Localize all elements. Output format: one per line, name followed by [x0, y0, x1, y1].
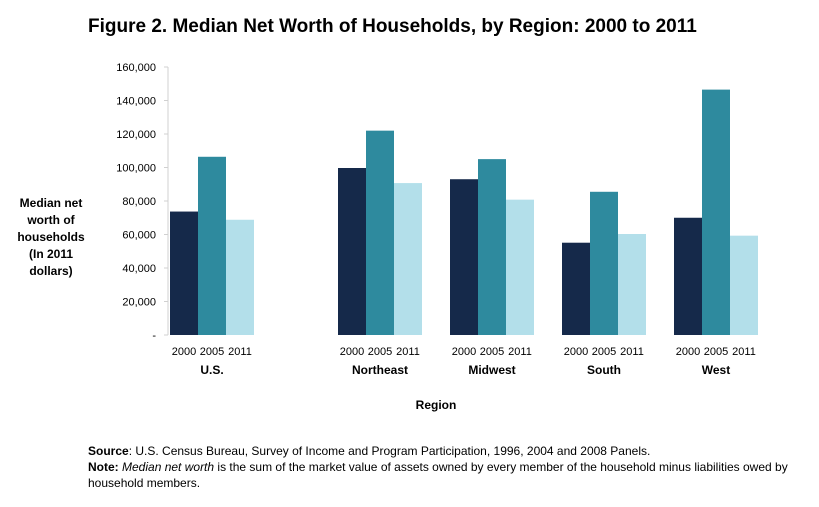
bar-2011: [730, 235, 758, 335]
note-term: Median net worth: [122, 460, 215, 474]
bar-2005: [478, 159, 506, 335]
y-tick-label: 160,000: [116, 62, 156, 74]
x-tick-label-year: 2000: [564, 346, 588, 358]
x-tick-label-year: 2011: [620, 346, 644, 358]
bar-2000: [562, 242, 590, 335]
y-tick-label: 120,000: [116, 129, 156, 141]
x-tick-label-year: 2005: [368, 346, 392, 358]
definition-note: Note: Median net worth is the sum of the…: [88, 459, 808, 491]
x-tick-label-year: 2005: [704, 346, 728, 358]
y-tick-label: -: [152, 330, 156, 342]
y-axis-label-line: (In 2011: [28, 247, 74, 261]
x-tick-label-year: 2000: [340, 346, 364, 358]
x-tick-label-year: 2000: [676, 346, 700, 358]
source-text: : U.S. Census Bureau, Survey of Income a…: [128, 444, 651, 458]
y-axis-label-line: Median net: [19, 196, 83, 210]
y-tick-label: 140,000: [116, 96, 156, 108]
source-note: Source: U.S. Census Bureau, Survey of In…: [88, 443, 808, 459]
source-label: Source: [88, 444, 129, 458]
y-tick-label: 100,000: [116, 163, 156, 175]
bar-2000: [674, 217, 702, 335]
bar-2011: [506, 199, 534, 335]
y-tick-label: 40,000: [122, 263, 156, 275]
bar-chart: - 20,000 40,000 60,000 80,000 100,000 120,000 1…: [116, 62, 758, 377]
bar-2000: [170, 211, 198, 335]
x-tick-label-year: 2011: [228, 346, 252, 358]
chart-title: Figure 2. Median Net Worth of Households…: [88, 16, 697, 37]
x-category-label: West: [702, 363, 730, 377]
y-tick-label: 20,000: [122, 297, 156, 309]
bar-2005: [198, 156, 226, 335]
bar-2005: [590, 191, 618, 335]
x-axis-label-text: Region: [415, 398, 457, 412]
x-category-label: South: [587, 363, 621, 377]
bar-2005: [702, 89, 730, 335]
note-text: is the sum of the market value of assets…: [88, 460, 788, 490]
x-category-label: Midwest: [468, 363, 515, 377]
x-tick-label-year: 2000: [452, 346, 476, 358]
x-tick-label-year: 2000: [172, 346, 196, 358]
bar-2005: [366, 130, 394, 335]
y-axis-label-line: dollars): [29, 264, 73, 278]
bar-2000: [450, 179, 478, 335]
footnote: Source: U.S. Census Bureau, Survey of In…: [88, 443, 808, 491]
x-tick-label-year: 2011: [396, 346, 420, 358]
bar-2011: [394, 183, 422, 335]
x-tick-label-year: 2005: [592, 346, 616, 358]
x-category-label: Northeast: [352, 363, 408, 377]
bar-2000: [338, 168, 366, 335]
y-tick-label: 60,000: [122, 230, 156, 242]
x-tick-label-year: 2005: [480, 346, 504, 358]
note-label: Note:: [88, 460, 119, 474]
bar-2011: [226, 219, 254, 335]
y-axis-label: Median net worth of households (In 2011 …: [10, 195, 92, 280]
x-tick-label-year: 2005: [200, 346, 224, 358]
x-tick-label-year: 2011: [732, 346, 756, 358]
x-category-label: U.S.: [200, 363, 223, 377]
y-axis-label-line: households: [17, 230, 85, 244]
y-tick-label: 80,000: [122, 196, 156, 208]
y-axis-label-line: worth of: [27, 213, 75, 227]
bar-2011: [618, 233, 646, 335]
x-tick-label-year: 2011: [508, 346, 532, 358]
